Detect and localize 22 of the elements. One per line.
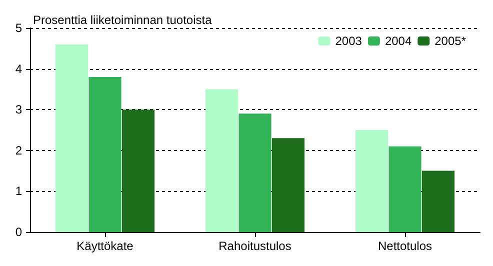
bar — [388, 146, 422, 232]
y-tick-label: 2 — [15, 143, 22, 158]
y-tick-label: 3 — [15, 102, 22, 117]
x-tick-label: Käyttökate — [76, 239, 134, 253]
y-tick-label: 5 — [15, 21, 22, 35]
y-tick-label: 0 — [15, 225, 22, 239]
x-tick-label: Nettotulos — [378, 239, 432, 253]
bar — [356, 130, 388, 232]
legend-label: 2005* — [434, 34, 466, 48]
y-tick-label: 1 — [15, 184, 22, 198]
bar — [272, 138, 304, 232]
bar — [122, 110, 154, 232]
y-axis-title: Prosenttia liiketoiminnan tuotoista — [33, 13, 212, 27]
bar — [206, 89, 238, 232]
bar — [422, 170, 454, 232]
bar — [56, 44, 88, 232]
legend-label: 2004 — [384, 34, 412, 48]
x-tick-label: Rahoitustulos — [218, 239, 292, 253]
legend-label: 2003 — [335, 34, 362, 48]
bar — [238, 114, 272, 232]
bar — [88, 76, 122, 232]
y-tick-label: 4 — [15, 62, 22, 76]
